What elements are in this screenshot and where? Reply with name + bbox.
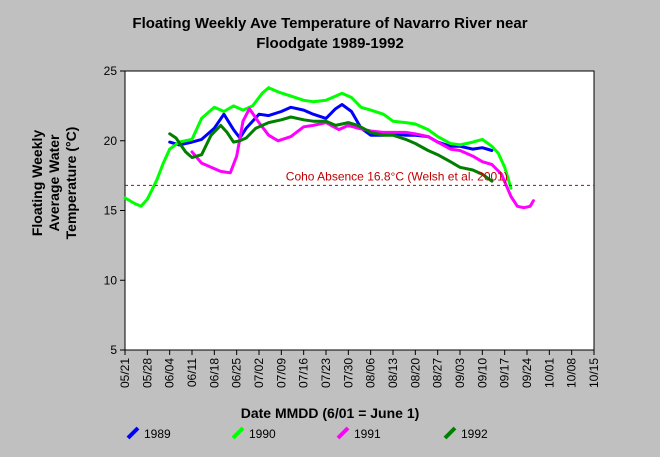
series-line-1992 [168,115,494,183]
y-tick-label: 15 [104,204,118,218]
legend-label-1992: 1992 [461,427,488,441]
x-tick-label: 05/28 [140,358,154,388]
x-tick-label: 07/02 [252,358,266,388]
y-axis: 5 10 15 20 25 [104,64,125,357]
legend-swatch-1989 [126,426,140,440]
legend: 1989 1990 1991 1992 [126,426,488,441]
reference-line-group: Coho Absence 16.8°C (Welsh et al. 2001) [125,169,594,186]
x-tick-label: 07/16 [297,358,311,388]
y-tick-label: 20 [104,134,118,148]
x-tick-label: 08/06 [364,358,378,388]
x-tick-label: 09/10 [475,358,489,388]
x-tick-label: 09/17 [498,358,512,388]
chart-title-line-2: Floodgate 1989-1992 [256,35,404,52]
plot-area [124,70,595,351]
x-tick-label: 06/18 [207,358,221,388]
y-axis-title-line-1: Floating Weekly [29,130,45,237]
x-tick-label: 09/03 [453,358,467,388]
legend-label-1989: 1989 [144,427,171,441]
x-tick-label: 06/25 [230,358,244,388]
x-tick-label: 09/24 [520,358,534,388]
legend-swatch-1992 [443,426,457,440]
x-axis-title: Date MMDD (6/01 = June 1) [241,405,420,421]
x-tick-label: 07/09 [274,358,288,388]
x-axis: 05/21 05/28 06/04 06/11 06/18 06/25 07/02 07/09… [118,350,601,388]
x-tick-label: 05/21 [118,358,132,388]
legend-label-1991: 1991 [354,427,381,441]
y-tick-label: 5 [110,343,117,357]
x-tick-label: 08/20 [408,358,422,388]
y-tick-label: 25 [104,64,118,78]
x-tick-label: 07/23 [319,358,333,388]
series-line-1990 [123,86,513,208]
x-tick-label: 10/01 [542,358,556,388]
legend-label-1990: 1990 [249,427,276,441]
x-tick-label: 10/08 [565,358,579,388]
x-tick-label: 10/15 [587,358,601,388]
reference-line-label: Coho Absence 16.8°C (Welsh et al. 2001) [286,169,508,183]
x-tick-label: 06/04 [163,358,177,388]
x-tick-label: 08/27 [431,358,445,388]
legend-swatch-1991 [336,426,350,440]
chart-title-line-1: Floating Weekly Ave Temperature of Navar… [132,15,528,32]
x-tick-label: 06/11 [185,358,199,387]
x-tick-label: 08/13 [386,358,400,388]
series-group [123,86,535,210]
chart-title: Floating Weekly Ave Temperature of Navar… [0,14,660,54]
y-axis-title-line-2: Average Water [46,134,62,232]
y-tick-label: 10 [104,273,118,287]
x-tick-label: 07/30 [341,358,355,388]
legend-swatch-1990 [231,426,245,440]
y-axis-title-line-3: Temperature (°C) [63,127,79,240]
